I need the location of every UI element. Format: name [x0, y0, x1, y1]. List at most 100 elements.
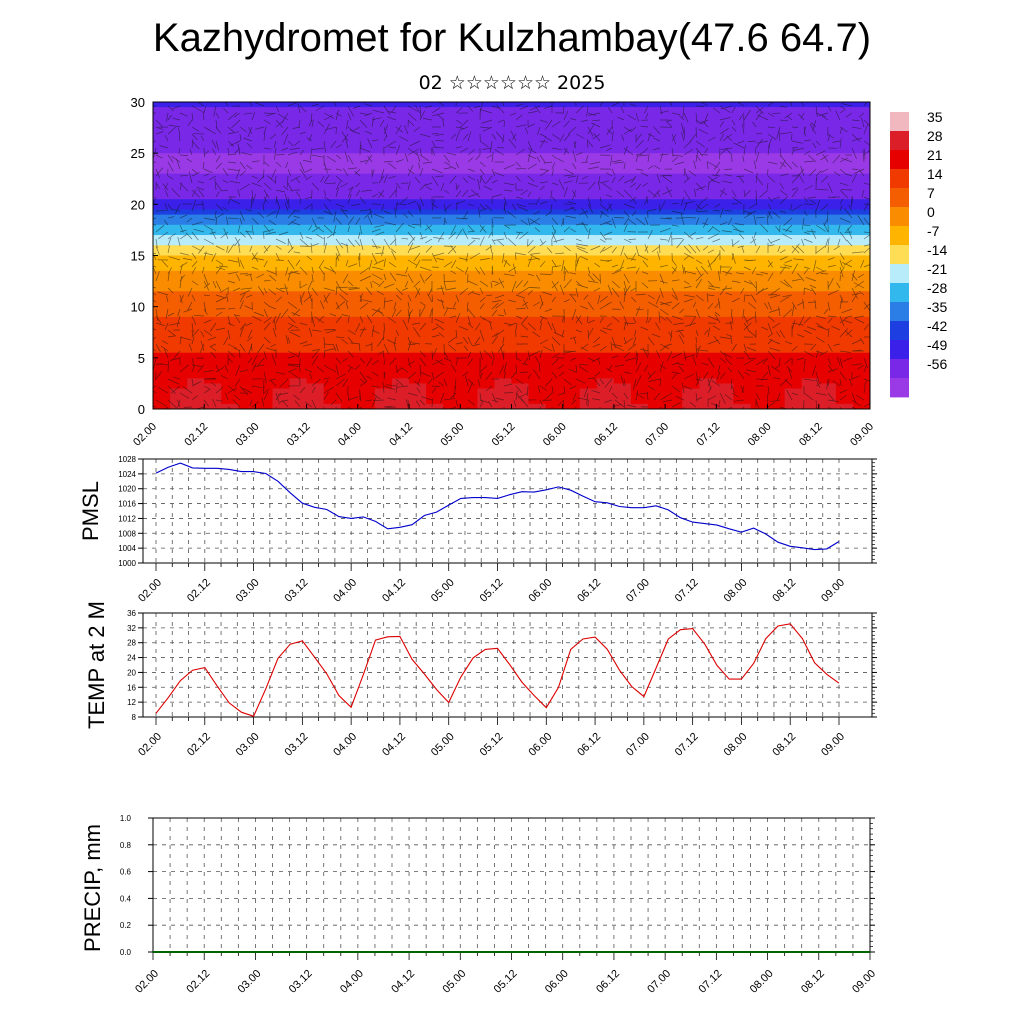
heatmap-cell — [409, 373, 427, 379]
wind-barb — [767, 210, 773, 220]
heatmap-cell — [306, 127, 325, 134]
wind-barb — [731, 253, 735, 261]
wind-barb — [419, 217, 422, 228]
wind-barb — [323, 242, 327, 254]
wind-barb — [461, 217, 469, 220]
heatmap-cell — [579, 199, 598, 205]
heatmap-cell — [835, 286, 854, 292]
wind-barb — [288, 363, 301, 366]
heatmap-cell — [801, 378, 820, 385]
heatmap-cell — [272, 214, 291, 221]
wind-barb — [323, 343, 335, 346]
wind-barb — [335, 357, 342, 365]
heatmap-cell — [784, 291, 803, 298]
heatmap-cell — [818, 224, 837, 231]
wind-barb — [287, 272, 291, 282]
wind-barb — [707, 280, 714, 288]
wind-barb — [515, 357, 522, 362]
heatmap-cell — [631, 188, 649, 195]
heatmap-cell — [596, 127, 615, 134]
wind-barb — [442, 119, 445, 128]
heatmap-cell — [289, 199, 308, 205]
wind-barbs — [153, 102, 870, 409]
heatmap-cell — [477, 393, 496, 400]
heatmap-cell — [153, 337, 171, 344]
wind-barb — [215, 112, 220, 119]
wind-barb — [851, 292, 861, 296]
wind-barb — [287, 322, 299, 329]
wind-barb — [281, 126, 289, 136]
heatmap-cell — [716, 373, 735, 379]
wind-barb — [455, 329, 458, 339]
wind-barb — [395, 182, 401, 189]
heatmap-cell — [613, 393, 632, 400]
wind-barb — [278, 231, 289, 236]
heatmap-cell — [665, 296, 683, 303]
wind-barb — [581, 207, 589, 219]
wind-barb — [155, 371, 163, 380]
heatmap-cell — [306, 194, 325, 200]
wind-barb — [695, 294, 704, 302]
heatmap-cell — [784, 235, 803, 241]
heatmap-cell — [187, 178, 205, 185]
wind-barb — [606, 203, 613, 211]
heatmap-cell — [153, 265, 171, 272]
heatmap-cell — [716, 388, 735, 395]
wind-barb — [515, 364, 518, 374]
wind-barb — [310, 243, 313, 254]
heatmap-cell — [443, 178, 461, 185]
heatmap-cell — [443, 352, 461, 359]
wind-barb — [557, 364, 565, 370]
wind-barb — [791, 147, 799, 149]
heatmap-cell — [835, 275, 854, 282]
wind-barb — [511, 203, 517, 212]
wind-barb — [172, 117, 181, 121]
heatmap-cell — [818, 142, 837, 149]
wind-barb — [635, 362, 642, 373]
heatmap-cell — [357, 322, 376, 328]
heatmap-cell — [460, 199, 478, 205]
heatmap-cell — [170, 275, 188, 282]
wind-barb — [346, 243, 349, 254]
wind-barb — [792, 147, 805, 152]
heatmap-cell — [374, 322, 393, 328]
heatmap-cell — [682, 229, 700, 236]
heatmap-cell — [255, 224, 274, 231]
heatmap-cell — [579, 393, 598, 400]
heatmap-cell — [699, 158, 717, 164]
wind-barb — [287, 246, 294, 254]
wind-barb — [671, 154, 684, 157]
wind-barb — [221, 189, 229, 192]
wind-barb — [407, 112, 417, 122]
wind-barb — [695, 329, 699, 337]
wind-barb — [623, 285, 631, 296]
wind-barb — [862, 150, 865, 163]
heatmap-cell — [392, 388, 410, 395]
heatmap-cell — [306, 311, 325, 318]
wind-barb — [778, 306, 781, 317]
wind-barb — [167, 267, 172, 275]
wind-barb — [779, 105, 787, 108]
heatmap-cell — [443, 142, 461, 149]
heatmap-cell — [835, 188, 854, 195]
wind-barb — [335, 217, 342, 225]
wind-barb — [489, 140, 493, 153]
wind-barb — [287, 168, 292, 177]
wind-barb — [593, 132, 601, 142]
heatmap-cell — [511, 183, 530, 190]
wind-barb — [724, 210, 733, 212]
wind-barb — [631, 175, 637, 184]
wind-barb — [659, 200, 666, 212]
heatmap-cell — [699, 275, 717, 282]
wind-barb — [573, 337, 577, 345]
wind-barb — [226, 293, 229, 303]
heatmap-cell — [511, 178, 530, 185]
wind-barb — [517, 287, 529, 295]
wind-barb — [863, 244, 870, 247]
wind-barb — [727, 217, 733, 226]
wind-barb — [342, 273, 349, 284]
wind-barb — [369, 208, 373, 219]
heatmap-cell — [374, 311, 393, 318]
heatmap-cell — [306, 173, 325, 180]
heatmap-cell — [357, 311, 376, 318]
